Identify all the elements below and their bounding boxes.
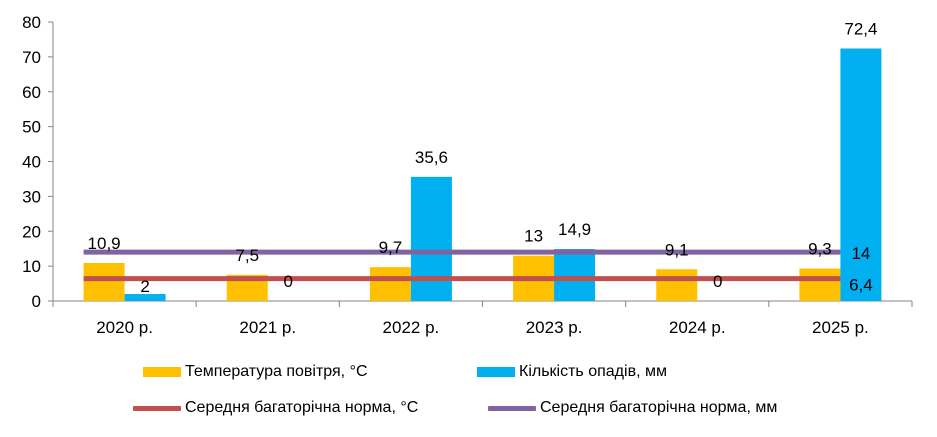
x-tick-label: 2020 р. [96,318,153,337]
bar-precipitation [840,48,882,301]
data-label-precipitation: 0 [284,272,293,291]
legend-swatch-norm-precipitation [488,405,536,411]
legend-swatch-precipitation [477,367,515,377]
end-label-norm-temperature: 6,4 [849,276,873,295]
data-label-temperature: 9,3 [808,240,832,259]
bar-precipitation [554,249,596,301]
legend-item-norm-temperature: Середня багаторічна норма, °С [133,396,418,420]
data-label-temperature: 9,1 [665,240,689,259]
end-label-norm-precipitation: 14 [851,244,870,263]
y-tick-label: 70 [22,48,41,67]
data-label-precipitation: 2 [140,277,149,296]
x-tick-label: 2024 р. [669,318,726,337]
bar-precipitation [124,294,166,301]
data-label-precipitation: 14,9 [558,220,591,239]
data-label-temperature: 9,7 [379,238,403,257]
bar-temperature [656,269,698,301]
bar-temperature [83,262,125,301]
data-label-precipitation: 0 [713,272,722,291]
bar-precipitation [410,176,452,301]
y-tick-label: 40 [22,153,41,172]
x-tick-label: 2025 р. [812,318,869,337]
bar-temperature [799,268,841,301]
data-label-precipitation: 35,6 [415,148,448,167]
x-tick-label: 2022 р. [383,318,440,337]
legend-swatch-temperature [143,367,181,377]
legend-label-temperature: Температура повітря, °С [185,363,368,380]
legend-item-precipitation: Кількість опадів, мм [477,360,667,384]
bars [83,48,882,301]
y-tick-label: 10 [22,257,41,276]
legend-row-1: Температура повітря, °С Кількість опадів… [0,360,937,384]
legend-swatch-norm-temperature [133,405,181,411]
y-tick-label: 60 [22,83,41,102]
legend-label-precipitation: Кількість опадів, мм [519,363,667,380]
data-label-temperature: 10,9 [88,234,121,253]
legend-item-norm-precipitation: Середня багаторічна норма, мм [488,396,777,420]
legend-row-2: Середня багаторічна норма, °С Середня ба… [0,396,937,420]
data-label-temperature: 13 [524,227,543,246]
y-tick-label: 50 [22,118,41,137]
data-labels: 10,9 2 7,5 0 9,7 35,6 13 14,9 9,1 0 9,3 72,4 6,4 14 [88,20,878,297]
y-tick-label: 20 [22,222,41,241]
data-label-precipitation: 72,4 [844,20,877,39]
y-tick-label: 30 [22,187,41,206]
y-tick-label: 0 [32,292,41,311]
norm-lines [83,249,841,282]
legend-label-norm-precipitation: Середня багаторічна норма, мм [540,399,778,416]
x-tick-label: 2023 р. [526,318,583,337]
data-label-temperature: 7,5 [235,246,259,265]
y-tick-label: 80 [22,13,41,32]
legend-label-norm-temperature: Середня багаторічна норма, °С [185,399,419,416]
legend-item-temperature: Температура повітря, °С [143,360,368,384]
bar-temperature [369,267,411,301]
x-tick-label: 2021 р. [239,318,296,337]
